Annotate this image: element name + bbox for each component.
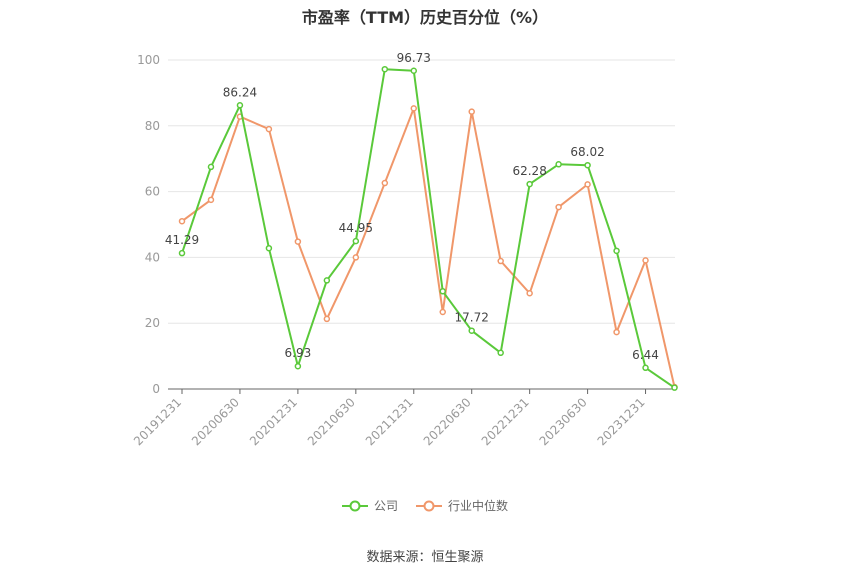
data-point-行业中位数 xyxy=(642,257,649,264)
data-point-公司 xyxy=(381,65,389,73)
data-point-行业中位数 xyxy=(294,238,302,245)
legend-item-industry[interactable]: 行业中位数 xyxy=(416,497,508,514)
data-point-行业中位数 xyxy=(439,308,446,316)
data-point-行业中位数 xyxy=(207,196,215,204)
data-point-公司 xyxy=(207,163,215,171)
data-label: 6.44 xyxy=(632,348,659,362)
data-label: 44.95 xyxy=(339,221,373,235)
data-labels: 41.29 86.24 6.93 44.95 96.73 17.72 62.28 68.02 6… xyxy=(165,51,659,362)
x-tick-label: 20231231 xyxy=(595,395,648,448)
x-tick-label: 20220630 xyxy=(421,395,474,448)
data-point-公司 xyxy=(497,349,504,357)
legend: 公司 行业中位数 xyxy=(0,497,850,514)
data-label: 41.29 xyxy=(165,233,199,247)
source-note: 数据来源：恒生聚源 xyxy=(366,550,484,565)
data-point-公司 xyxy=(178,249,186,257)
data-label: 17.72 xyxy=(455,311,489,325)
x-tick-label: 20210630 xyxy=(305,395,358,448)
chart-title: 市盈率（TTM）历史百分位（%） xyxy=(301,8,549,27)
x-tick-label: 20191231 xyxy=(131,395,184,448)
data-point-公司 xyxy=(323,277,331,284)
x-tick-label: 20221231 xyxy=(479,395,532,448)
data-point-公司 xyxy=(613,247,620,255)
data-point-行业中位数 xyxy=(497,257,504,265)
data-label: 6.93 xyxy=(285,346,312,360)
series-lines xyxy=(178,65,678,391)
data-label: 62.28 xyxy=(512,164,546,178)
data-point-行业中位数 xyxy=(265,125,273,133)
data-point-公司 xyxy=(410,67,418,75)
data-point-公司 xyxy=(671,384,678,391)
data-point-行业中位数 xyxy=(613,328,620,336)
x-tick-label: 20211231 xyxy=(363,395,416,448)
data-point-行业中位数 xyxy=(352,254,360,261)
legend-industry-label: 行业中位数 xyxy=(448,499,509,513)
data-point-行业中位数 xyxy=(323,315,331,323)
data-point-行业中位数 xyxy=(410,105,418,112)
data-point-行业中位数 xyxy=(555,203,562,211)
data-point-公司 xyxy=(236,102,244,109)
y-tick-label: 80 xyxy=(145,119,160,133)
data-label: 96.73 xyxy=(397,51,431,65)
data-label: 86.24 xyxy=(223,85,257,99)
legend-industry-marker xyxy=(416,500,442,511)
series-line-公司 xyxy=(181,68,676,389)
data-point-行业中位数 xyxy=(381,179,389,187)
y-tick-label: 40 xyxy=(145,250,160,264)
legend-company-marker xyxy=(341,500,368,511)
data-point-公司 xyxy=(439,288,446,295)
y-tick-label: 100 xyxy=(137,53,160,67)
data-point-公司 xyxy=(642,364,649,372)
data-point-公司 xyxy=(555,161,562,168)
data-point-公司 xyxy=(468,327,475,334)
data-point-公司 xyxy=(265,244,273,252)
x-tick-label: 20200630 xyxy=(189,395,242,448)
y-tick-label: 20 xyxy=(145,316,160,330)
legend-company-label: 公司 xyxy=(373,499,398,513)
grid-lines xyxy=(168,59,675,324)
data-point-公司 xyxy=(352,237,360,245)
data-point-公司 xyxy=(584,161,591,169)
data-point-行业中位数 xyxy=(468,108,475,115)
x-tick-label: 20201231 xyxy=(247,395,300,448)
y-tick-label: 60 xyxy=(145,185,160,199)
data-point-行业中位数 xyxy=(584,181,591,188)
y-tick-label: 0 xyxy=(152,382,160,396)
legend-item-company[interactable]: 公司 xyxy=(341,497,398,514)
data-label: 68.02 xyxy=(570,145,604,159)
series-line-行业中位数 xyxy=(181,107,676,388)
data-point-公司 xyxy=(294,362,302,370)
data-point-行业中位数 xyxy=(526,290,533,297)
x-tick-label: 20230630 xyxy=(537,395,590,448)
data-point-公司 xyxy=(526,180,533,188)
data-point-行业中位数 xyxy=(178,217,186,225)
